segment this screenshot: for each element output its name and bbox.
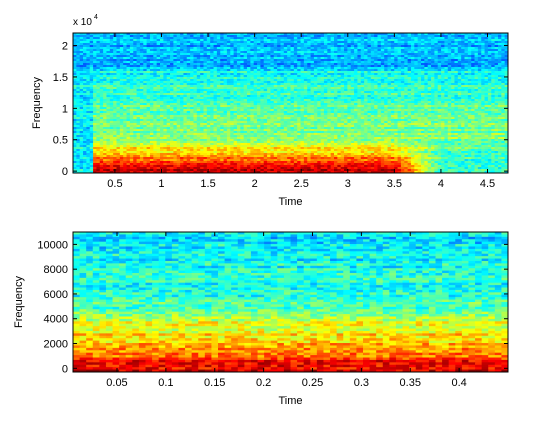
top-spectrogram-image: [73, 33, 508, 173]
top-spectrogram-axes: 0.5 1 1.5 2 2.5 3 3.5 4 4.500.511.52 Time Freque…: [31, 14, 508, 208]
